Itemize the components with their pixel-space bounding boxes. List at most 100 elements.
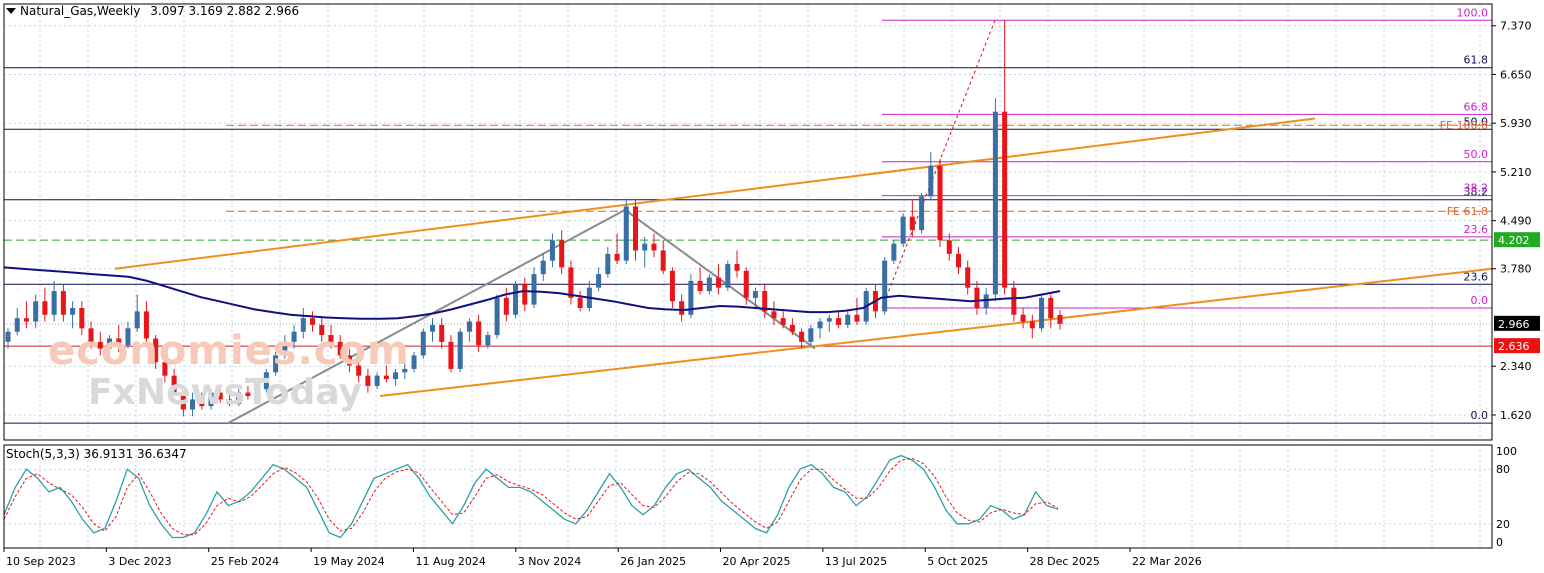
candle-body [513, 284, 519, 315]
fib-retracement-label: 100.0 [1457, 6, 1489, 19]
stochastic-oscillator [3, 454, 1059, 539]
candle-body [439, 324, 445, 342]
y-tick-label: 6.650 [1500, 68, 1532, 81]
candle-body [217, 392, 223, 400]
candle-body [466, 321, 472, 332]
price-badge-label: 2.966 [1498, 318, 1530, 331]
x-tick-label: 19 May 2024 [313, 555, 385, 568]
candle-body [383, 375, 389, 380]
channel-upper-line [114, 117, 1316, 270]
candle-body [946, 240, 952, 254]
candle-body [632, 206, 639, 251]
candle-body [393, 372, 399, 380]
candle-body [106, 338, 113, 349]
candle-body [780, 318, 786, 325]
fib-level-label: 23.6 [1464, 270, 1489, 283]
price-panel-frame [3, 3, 1493, 441]
x-tick-label: 25 Feb 2024 [211, 555, 279, 568]
symbol-label: Natural_Gas,Weekly [20, 4, 141, 18]
stoch-tick-label: 0 [1496, 536, 1503, 549]
candle-body [716, 277, 722, 288]
candle-body [826, 318, 832, 322]
fib-level-label: 61.8 [1464, 54, 1489, 67]
candle-body [88, 328, 94, 342]
candle-body [568, 267, 574, 298]
candle-body [1029, 321, 1035, 329]
candle-body [688, 280, 694, 315]
candle-body [319, 324, 325, 336]
candle-body [273, 355, 279, 373]
candle-body [374, 375, 380, 386]
candle-body [116, 338, 122, 346]
candle-body [51, 291, 57, 315]
candle-body [1057, 314, 1063, 324]
candle-body [457, 331, 463, 369]
candle-body [226, 399, 232, 405]
y-tick-label: 3.780 [1500, 263, 1532, 276]
candle-body [725, 264, 731, 288]
candle-body [522, 284, 528, 305]
fib-level-label: 0.0 [1471, 409, 1489, 422]
candle-body [679, 301, 685, 315]
chart-grid [4, 5, 1492, 548]
y-tick-label: 1.620 [1500, 409, 1532, 422]
candle-body [263, 372, 269, 390]
candle-body [503, 297, 509, 315]
x-tick-label: 5 Oct 2025 [927, 555, 988, 568]
fib-retracement-label: 50.0 [1464, 148, 1489, 161]
price-badge-label: 4.202 [1498, 234, 1530, 247]
candle-body [928, 165, 934, 197]
candle-body [97, 341, 103, 349]
candle-body [171, 375, 177, 393]
price-badge [1494, 232, 1540, 248]
candle-body [992, 111, 998, 295]
channel-lower-line [379, 267, 1493, 397]
fib-retracement-label: 0.0 [1471, 294, 1489, 307]
dropdown-triangle-icon[interactable] [6, 8, 16, 14]
candle-body [402, 368, 408, 373]
candle-body [162, 362, 168, 376]
candle-body [476, 321, 482, 346]
candle-body [614, 253, 620, 261]
x-tick-label: 28 Dec 2025 [1030, 555, 1100, 568]
x-tick-label: 22 Mar 2026 [1132, 555, 1202, 568]
candle-body [1039, 297, 1045, 329]
candlestick-series [5, 20, 1063, 417]
candle-body [836, 318, 842, 325]
candle-body [33, 301, 39, 322]
candle-body [153, 338, 159, 363]
candle-body [448, 341, 454, 369]
moving-average [3, 266, 1061, 320]
candle-body [365, 375, 371, 386]
candle-body [310, 318, 316, 325]
candle-body [909, 216, 915, 231]
candle-body [955, 253, 962, 268]
candle-body [70, 308, 76, 315]
fib-retracement-label: 66.8 [1464, 100, 1489, 113]
candle-body [494, 297, 500, 336]
candle-body [660, 250, 666, 271]
axes: 7.370 6.650 5.930 5.210 4.490 3.780 2.340 1.620… [3, 3, 1540, 568]
moving-average-line [3, 266, 1061, 320]
y-tick-label: 4.490 [1500, 215, 1532, 228]
fib-retracement-label: 38.2 [1464, 182, 1489, 195]
candle-body [1011, 287, 1017, 315]
candle-body [411, 355, 417, 369]
candle-body [817, 321, 823, 329]
fibonacci-levels: 61.850.038.223.60.0100.066.850.038.223.6… [4, 6, 1492, 424]
y-tick-label: 7.370 [1500, 20, 1532, 33]
candle-body [771, 311, 777, 319]
candle-body [134, 311, 140, 329]
candle-body [559, 240, 565, 268]
candle-body [1048, 297, 1054, 319]
candle-body [983, 294, 989, 308]
chart-header: Natural_Gas,Weekly 3.097 3.169 2.882 2.9… [6, 4, 299, 18]
candle-body [485, 335, 491, 346]
y-tick-label: 2.340 [1500, 360, 1532, 373]
fib-anchor-line [881, 20, 996, 309]
candle-body [300, 318, 306, 332]
candle-body [14, 318, 20, 332]
x-tick-label: 3 Dec 2023 [108, 555, 171, 568]
candle-body [125, 328, 131, 346]
